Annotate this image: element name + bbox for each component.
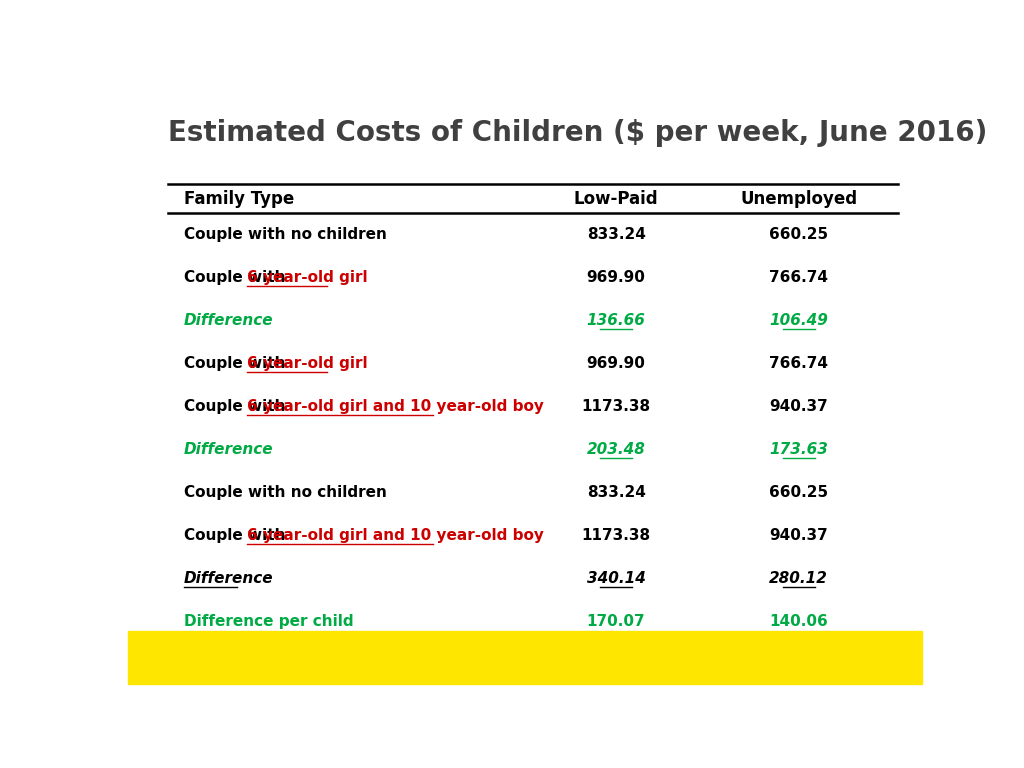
Text: 280.12: 280.12: [769, 571, 828, 586]
Text: 340.14: 340.14: [587, 571, 645, 586]
Text: 6 year-old girl: 6 year-old girl: [248, 356, 368, 372]
Text: Difference: Difference: [183, 442, 273, 458]
Text: Low-Paid: Low-Paid: [573, 190, 658, 207]
Text: Couple with no children: Couple with no children: [183, 485, 386, 500]
Text: 833.24: 833.24: [587, 485, 645, 500]
Text: Couple with no children: Couple with no children: [183, 227, 386, 243]
Text: 766.74: 766.74: [769, 356, 828, 372]
Text: 203.48: 203.48: [587, 442, 645, 458]
Text: 660.25: 660.25: [769, 485, 828, 500]
Text: 6 year-old girl: 6 year-old girl: [248, 270, 368, 286]
Text: Couple with: Couple with: [183, 270, 290, 286]
Text: Couple with: Couple with: [183, 528, 290, 543]
Text: 660.25: 660.25: [769, 227, 828, 243]
Text: 940.37: 940.37: [769, 399, 828, 415]
Text: 1173.38: 1173.38: [582, 399, 650, 415]
Text: 6 year-old girl and 10 year-old boy: 6 year-old girl and 10 year-old boy: [248, 399, 544, 415]
Text: 940.37: 940.37: [769, 528, 828, 543]
Text: Difference: Difference: [183, 313, 273, 329]
Text: 106.49: 106.49: [769, 313, 828, 329]
Text: Unemployed: Unemployed: [740, 190, 857, 207]
Text: 969.90: 969.90: [587, 270, 645, 286]
Text: Estimated Costs of Children ($ per week, June 2016): Estimated Costs of Children ($ per week,…: [168, 119, 987, 147]
Text: 173.63: 173.63: [769, 442, 828, 458]
Text: Couple with: Couple with: [183, 399, 290, 415]
Text: 969.90: 969.90: [587, 356, 645, 372]
Text: 136.66: 136.66: [587, 313, 645, 329]
Text: 833.24: 833.24: [587, 227, 645, 243]
Text: 1173.38: 1173.38: [582, 528, 650, 543]
Text: Difference per child: Difference per child: [183, 614, 353, 629]
Text: 766.74: 766.74: [769, 270, 828, 286]
Text: 170.07: 170.07: [587, 614, 645, 629]
Text: Family Type: Family Type: [183, 190, 294, 207]
Text: 140.06: 140.06: [769, 614, 828, 629]
Text: 6 year-old girl and 10 year-old boy: 6 year-old girl and 10 year-old boy: [248, 528, 544, 543]
Text: Couple with: Couple with: [183, 356, 290, 372]
Bar: [128, 631, 922, 684]
Text: Difference: Difference: [183, 571, 273, 586]
